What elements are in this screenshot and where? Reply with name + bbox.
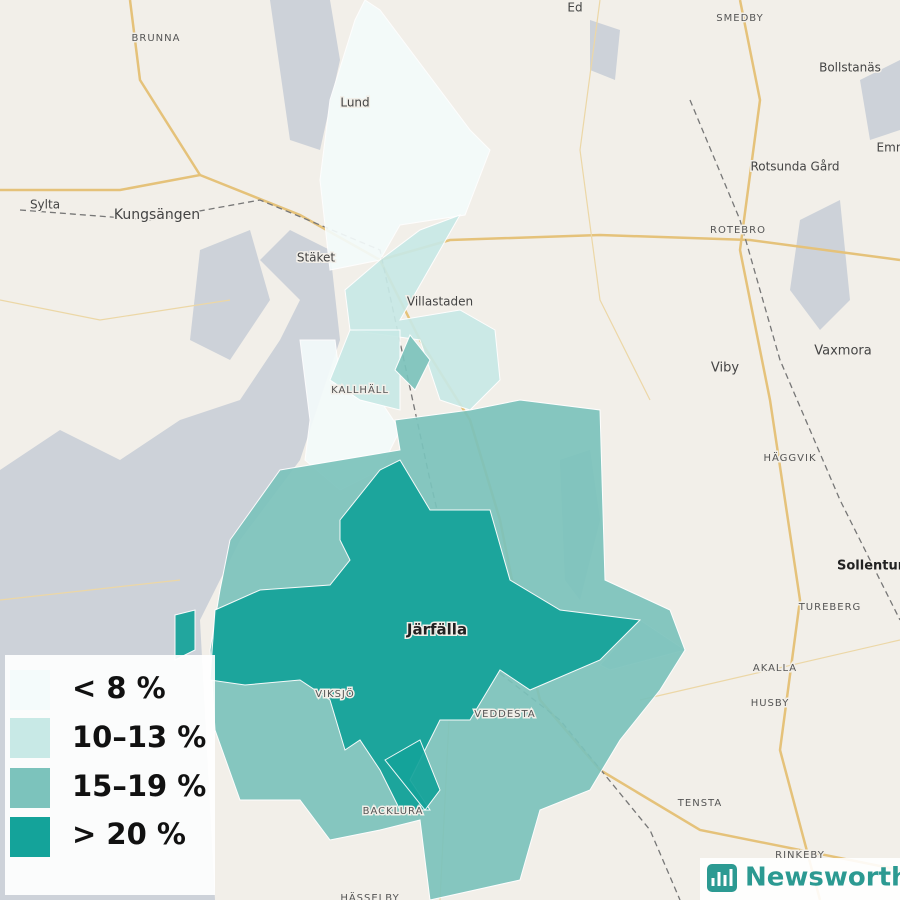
place-label: Bollstanäs — [819, 61, 881, 75]
place-label: BRUNNA — [132, 33, 181, 44]
region — [329, 329, 401, 411]
place-labels: BRUNNA Ed SMEDBY Bollstanäs Emn Lund Rot… — [28, 0, 900, 900]
place-label: Viby — [711, 361, 739, 376]
place-label: Villastaden — [407, 295, 473, 309]
choropleth — [174, 0, 687, 900]
place-label: TENSTA — [677, 798, 722, 809]
brand: Newsworthy — [700, 858, 900, 900]
place-label: VIKSJÖ — [315, 687, 355, 700]
place-label: Lund — [340, 96, 369, 110]
place-label: SMEDBY — [716, 13, 763, 24]
place-label: VEDDESTA — [474, 709, 535, 720]
region — [209, 459, 642, 811]
place-label: BACKLURA — [363, 806, 424, 817]
place-label: Ed — [567, 1, 582, 15]
place-label: TUREBERG — [798, 602, 862, 613]
place-label: Vaxmora — [814, 344, 871, 359]
brand-icon-bars — [711, 869, 733, 886]
legend-swatch — [10, 817, 50, 857]
legend-swatch — [10, 768, 50, 808]
region — [394, 334, 431, 391]
place-label: Rotsunda Gård — [750, 160, 839, 174]
place-label: AKALLA — [753, 663, 797, 674]
place-label: Sylta — [30, 198, 60, 212]
region — [174, 609, 196, 661]
legend: < 8 % 10–13 % 15–19 % > 20 % — [5, 655, 215, 895]
legend-swatch — [10, 670, 50, 710]
legend-label: > 20 % — [72, 817, 186, 851]
region — [384, 739, 441, 811]
legend-label: < 8 % — [72, 671, 166, 705]
place-label: Emn — [877, 141, 900, 155]
place-label: HUSBY — [751, 698, 790, 709]
place-label: Kungsängen — [114, 207, 200, 223]
place-label: ROTEBRO — [710, 225, 766, 236]
place-label: HÄSSELBY — [340, 891, 399, 900]
legend-swatch — [10, 718, 50, 758]
place-label: HÄGGVIK — [763, 451, 816, 464]
place-label: Sollentuna — [837, 559, 900, 574]
place-label: Järfälla — [406, 621, 467, 639]
brand-name: Newsworthy — [745, 863, 900, 893]
legend-label: 10–13 % — [72, 720, 206, 754]
legend-label: 15–19 % — [72, 769, 206, 803]
place-label: KALLHÄLL — [331, 383, 389, 396]
place-label: Stäket — [297, 251, 336, 265]
region — [319, 0, 491, 271]
